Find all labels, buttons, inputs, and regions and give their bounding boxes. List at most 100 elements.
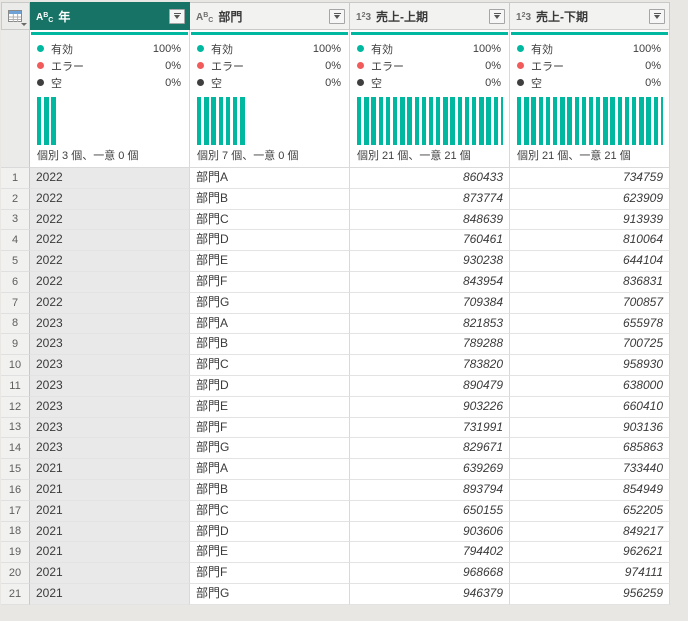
row-number[interactable]: 9 — [1, 334, 30, 356]
histogram-bar[interactable] — [400, 97, 405, 145]
histogram-bar[interactable] — [371, 97, 376, 145]
row-number[interactable]: 19 — [1, 542, 30, 564]
text-type-icon[interactable]: ABC — [196, 11, 214, 24]
value-distribution-histogram[interactable] — [197, 97, 343, 145]
row-number[interactable]: 7 — [1, 292, 30, 314]
value-distribution-histogram[interactable] — [517, 97, 663, 145]
histogram-bar[interactable] — [357, 97, 362, 145]
histogram-bar[interactable] — [560, 97, 565, 145]
column-header-department[interactable]: ABC 部門 — [190, 2, 350, 30]
table-cell[interactable]: 873774 — [350, 188, 510, 210]
histogram-bar[interactable] — [428, 97, 434, 145]
table-cell[interactable]: 854949 — [510, 479, 670, 501]
table-cell[interactable]: 2022 — [30, 230, 190, 252]
table-cell[interactable]: 部門E — [190, 542, 350, 564]
histogram-bar[interactable] — [364, 97, 369, 145]
filter-dropdown-button[interactable] — [169, 8, 185, 24]
row-number[interactable]: 18 — [1, 521, 30, 543]
table-cell[interactable]: 2023 — [30, 417, 190, 439]
table-cell[interactable]: 部門B — [190, 479, 350, 501]
table-cell[interactable]: 2022 — [30, 292, 190, 314]
row-number[interactable]: 2 — [1, 188, 30, 210]
histogram-bar[interactable] — [211, 97, 216, 145]
filter-dropdown-button[interactable] — [489, 8, 505, 24]
histogram-bar[interactable] — [500, 97, 503, 145]
row-number[interactable]: 14 — [1, 438, 30, 460]
histogram-bar[interactable] — [552, 97, 558, 145]
histogram-bar[interactable] — [632, 97, 637, 145]
histogram-bar[interactable] — [385, 97, 391, 145]
histogram-bar[interactable] — [464, 97, 470, 145]
select-all-corner-button[interactable] — [1, 2, 30, 30]
table-cell[interactable]: 2021 — [30, 479, 190, 501]
histogram-bar[interactable] — [610, 97, 615, 145]
filter-dropdown-button[interactable] — [329, 8, 345, 24]
table-cell[interactable]: 2023 — [30, 438, 190, 460]
row-number[interactable]: 13 — [1, 417, 30, 439]
histogram-bar[interactable] — [646, 97, 651, 145]
value-distribution-histogram[interactable] — [357, 97, 503, 145]
table-cell[interactable]: 2021 — [30, 459, 190, 480]
table-cell[interactable]: 2021 — [30, 500, 190, 522]
table-cell[interactable]: 652205 — [510, 500, 670, 522]
table-cell[interactable]: 部門E — [190, 251, 350, 272]
table-cell[interactable]: 913939 — [510, 209, 670, 231]
table-cell[interactable]: 700857 — [510, 292, 670, 314]
histogram-bar[interactable] — [218, 97, 223, 145]
histogram-bar[interactable] — [617, 97, 623, 145]
table-cell[interactable]: 部門D — [190, 521, 350, 543]
histogram-bar[interactable] — [414, 97, 419, 145]
table-cell[interactable]: 968668 — [350, 563, 510, 584]
table-cell[interactable]: 部門F — [190, 271, 350, 293]
table-cell[interactable]: 2022 — [30, 209, 190, 231]
histogram-bar[interactable] — [639, 97, 644, 145]
row-number[interactable]: 4 — [1, 230, 30, 252]
histogram-bar[interactable] — [486, 97, 491, 145]
histogram-bar[interactable] — [581, 97, 587, 145]
table-cell[interactable]: 部門C — [190, 500, 350, 522]
row-number[interactable]: 6 — [1, 271, 30, 293]
histogram-bar[interactable] — [603, 97, 608, 145]
table-cell[interactable]: 962621 — [510, 542, 670, 564]
table-cell[interactable]: 974111 — [510, 563, 670, 584]
histogram-bar[interactable] — [524, 97, 529, 145]
table-cell[interactable]: 部門E — [190, 396, 350, 418]
table-cell[interactable]: 2022 — [30, 271, 190, 293]
table-cell[interactable]: 655978 — [510, 313, 670, 335]
histogram-bar[interactable] — [37, 97, 42, 145]
table-cell[interactable]: 2022 — [30, 188, 190, 210]
table-cell[interactable]: 709384 — [350, 292, 510, 314]
filter-dropdown-button[interactable] — [649, 8, 665, 24]
table-cell[interactable]: 760461 — [350, 230, 510, 252]
table-cell[interactable]: 860433 — [350, 168, 510, 189]
histogram-bar[interactable] — [197, 97, 202, 145]
histogram-bar[interactable] — [232, 97, 238, 145]
number-type-icon[interactable]: 123 — [516, 11, 532, 23]
table-cell[interactable]: 部門G — [190, 438, 350, 460]
table-cell[interactable]: 836831 — [510, 271, 670, 293]
histogram-bar[interactable] — [567, 97, 572, 145]
table-cell[interactable]: 部門G — [190, 583, 350, 605]
table-cell[interactable]: 部門G — [190, 292, 350, 314]
row-number[interactable]: 5 — [1, 251, 30, 272]
histogram-bar[interactable] — [240, 97, 245, 145]
table-cell[interactable]: 903606 — [350, 521, 510, 543]
row-number[interactable]: 20 — [1, 563, 30, 584]
table-cell[interactable]: 2021 — [30, 542, 190, 564]
histogram-bar[interactable] — [538, 97, 543, 145]
histogram-bar[interactable] — [44, 97, 49, 145]
value-distribution-histogram[interactable] — [37, 97, 183, 145]
histogram-bar[interactable] — [588, 97, 594, 145]
table-cell[interactable]: 685863 — [510, 438, 670, 460]
column-header-sales-second-half[interactable]: 123 売上-下期 — [510, 2, 670, 30]
table-cell[interactable]: 部門A — [190, 313, 350, 335]
column-header-sales-first-half[interactable]: 123 売上-上期 — [350, 2, 510, 30]
histogram-bar[interactable] — [378, 97, 383, 145]
histogram-bar[interactable] — [407, 97, 412, 145]
table-cell[interactable]: 部門F — [190, 563, 350, 584]
histogram-bar[interactable] — [450, 97, 455, 145]
row-number[interactable]: 10 — [1, 355, 30, 376]
histogram-bar[interactable] — [225, 97, 231, 145]
histogram-bar[interactable] — [51, 97, 56, 145]
table-cell[interactable]: 639269 — [350, 459, 510, 480]
